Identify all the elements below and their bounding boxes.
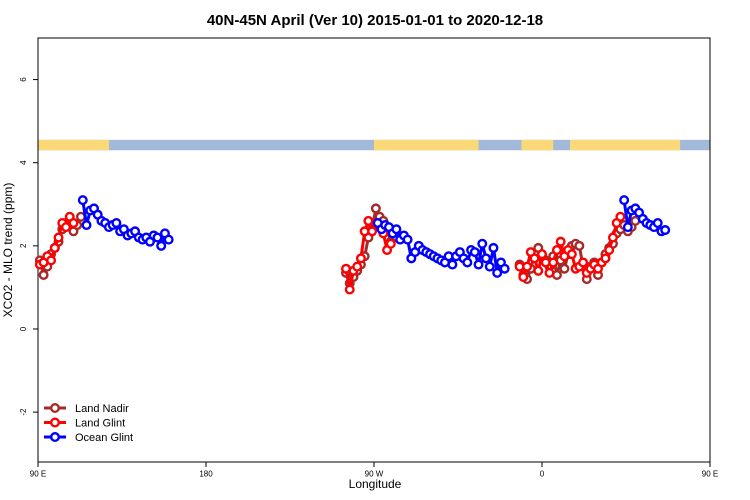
ocean-glint-point (622, 222, 633, 233)
land-glint-point (529, 253, 540, 264)
y-tick-label: -2 (19, 408, 28, 416)
land-glint-point (522, 261, 533, 272)
y-tick-label: 0 (19, 326, 28, 331)
land-glint-point (355, 253, 366, 264)
land-nadir-point (574, 240, 585, 251)
land-glint-point (518, 272, 529, 283)
x-tick-label: 90 E (30, 470, 46, 479)
chart-title: 40N-45N April (Ver 10) 2015-01-01 to 202… (207, 12, 543, 29)
y-tick-label: 2 (19, 243, 28, 248)
land-glint-point (566, 249, 577, 260)
land-nadir-point (559, 263, 570, 274)
land-band-span (521, 139, 554, 151)
land-glint-point (46, 255, 57, 266)
ocean-glint-point (488, 242, 499, 253)
y-tick-label: 6 (19, 77, 28, 82)
legend-label-land-nadir: Land Nadir (75, 403, 129, 415)
y-tick-label: 4 (19, 160, 28, 165)
ocean-glint-point (492, 267, 503, 278)
ocean-glint-point (81, 220, 92, 231)
land-glint-point (537, 249, 548, 260)
legend-marker-land-glint (50, 417, 61, 428)
land-glint-point (544, 267, 555, 278)
land-glint-point (68, 217, 79, 228)
ocean-glint-point (156, 240, 167, 251)
ocean-glint-point (447, 259, 458, 270)
land-nadir-point (370, 203, 381, 214)
land-band-span (570, 139, 681, 151)
land-glint-point (555, 236, 566, 247)
land-ocean-band (38, 139, 710, 151)
ocean-glint-point (660, 225, 671, 236)
land-nadir-point (38, 269, 49, 280)
land-glint-point (49, 242, 60, 253)
ocean-glint-point (469, 247, 480, 258)
ocean-glint-point (152, 232, 163, 243)
ocean-glint-point (619, 195, 630, 206)
ocean-glint-point (402, 234, 413, 245)
x-tick-label: 90 E (702, 470, 718, 479)
land-glint-point (551, 244, 562, 255)
land-glint-point (604, 244, 615, 255)
land-glint-point (352, 261, 363, 272)
y-axis-label: XCO2 - MLO trend (ppm) (1, 183, 15, 318)
ocean-glint-point (462, 257, 473, 268)
ocean-glint-point (473, 259, 484, 270)
legend-label-ocean-glint: Ocean Glint (75, 432, 133, 444)
legend-marker-land-nadir (50, 403, 61, 414)
land-glint-point (600, 253, 611, 264)
land-glint-point (578, 257, 589, 268)
x-tick-label: 0 (540, 470, 545, 479)
series-layer (34, 195, 671, 295)
land-glint-point (533, 265, 544, 276)
x-axis-label: Longitude (349, 477, 402, 491)
land-glint-point (53, 232, 64, 243)
ocean-glint-point (652, 217, 663, 228)
axes: 90 E 180 90 W 0 90 E -2 0 2 4 6 (19, 37, 718, 479)
ocean-glint-point (391, 224, 402, 235)
ocean-glint-point (111, 217, 122, 228)
land-band-span (38, 139, 109, 151)
land-glint-point (367, 226, 378, 237)
ocean-glint-point (477, 238, 488, 249)
land-glint-point (607, 232, 618, 243)
land-glint-point (385, 238, 396, 249)
ocean-glint-point (499, 263, 510, 274)
ocean-glint-point (77, 195, 88, 206)
ocean-glint-point (163, 234, 174, 245)
legend-marker-ocean-glint (50, 432, 61, 443)
legend: Land Nadir Land Glint Ocean Glint (44, 403, 133, 444)
land-glint-point (548, 257, 559, 268)
x-tick-label: 180 (199, 470, 213, 479)
x-tick-label: 90 W (365, 470, 384, 479)
land-glint-point (61, 222, 72, 233)
land-glint-point (615, 211, 626, 222)
land-band-span (374, 139, 479, 151)
land-glint-point (344, 284, 355, 295)
legend-label-land-glint: Land Glint (75, 418, 125, 430)
ocean-glint-point (481, 253, 492, 264)
ocean-glint-point (484, 261, 495, 272)
